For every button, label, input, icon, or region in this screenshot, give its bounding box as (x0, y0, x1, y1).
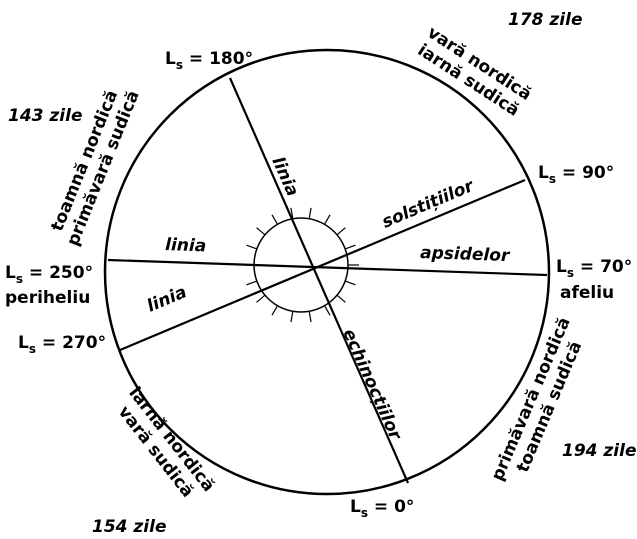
tick (246, 244, 258, 250)
days: 178 zile (508, 10, 582, 30)
tick (256, 294, 266, 303)
tick (344, 244, 356, 250)
line-label: echinocțiilor (338, 326, 405, 444)
ls-label: Ls = 180° (165, 49, 253, 72)
tick (271, 305, 279, 316)
ls-label: Ls = 0° (350, 497, 414, 520)
tick (336, 294, 346, 303)
afeliu-label: afeliu (560, 283, 614, 303)
tick (323, 214, 331, 225)
solstice-line (119, 178, 526, 352)
orbit (103, 48, 551, 496)
line-label: linia (144, 282, 190, 316)
ls-label: Ls = 70° (556, 257, 632, 280)
tick (256, 227, 266, 236)
line-label: linia (165, 235, 207, 256)
periheliu-label: periheliu (5, 288, 90, 308)
ls-label: Ls = 270° (18, 333, 106, 356)
tick (323, 305, 331, 316)
days: 194 zile (562, 441, 636, 461)
apsides-line (107, 258, 548, 277)
days: 154 zile (92, 517, 166, 537)
tick (308, 311, 312, 323)
tick (271, 214, 279, 225)
tick (308, 207, 312, 219)
tick (290, 207, 294, 219)
days: 143 zile (8, 106, 82, 126)
tick (344, 280, 356, 286)
ls-label: Ls = 250° (5, 263, 93, 286)
line-label: apsidelor (420, 243, 511, 266)
line-label: solstițiilor (379, 176, 478, 233)
tick (290, 311, 294, 323)
equinox-line (228, 77, 410, 484)
tick (336, 227, 346, 236)
tick (246, 280, 258, 286)
ls-label: Ls = 90° (538, 163, 614, 186)
